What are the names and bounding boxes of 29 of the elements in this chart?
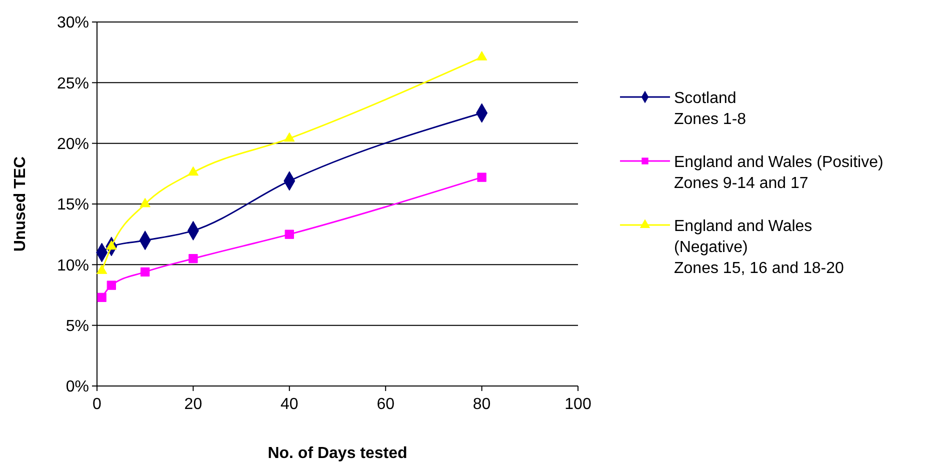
x-tick-label: 0: [92, 396, 102, 413]
point: [140, 267, 150, 277]
x-tick-label: 20: [184, 396, 202, 413]
legend-label: England and Wales (Positive) Zones 9-14 and 17: [674, 154, 884, 192]
point: [188, 166, 199, 176]
point: [140, 198, 150, 208]
y-tick-label: 10%: [56, 257, 89, 274]
y-tick-label: 15%: [56, 196, 89, 214]
legend-label: England and Wales (Negative) Zones 15, 16 and 18-20: [674, 218, 844, 277]
y-tick-label: 20%: [56, 136, 89, 153]
y-tick-label: 5%: [66, 318, 89, 335]
point: [476, 51, 488, 60]
point: [477, 172, 486, 182]
y-tick-label: 25%: [56, 75, 89, 92]
x-tick-label: 100: [564, 396, 592, 413]
legend-label: Scotland Zones 1-8: [674, 90, 746, 128]
point: [284, 132, 295, 142]
y-tick-label: 30%: [56, 14, 89, 32]
x-tick-label: 80: [472, 396, 491, 413]
point: [97, 292, 106, 302]
point: [188, 254, 198, 264]
y-tick-label: 0%: [66, 378, 89, 396]
point: [284, 230, 294, 239]
point: [96, 264, 108, 274]
x-axis-title: No. of Days tested: [268, 445, 408, 462]
point: [106, 280, 116, 290]
x-tick-label: 40: [280, 396, 298, 413]
x-tick-label: 60: [376, 396, 395, 413]
y-axis-title: Unused TEC: [12, 156, 29, 252]
